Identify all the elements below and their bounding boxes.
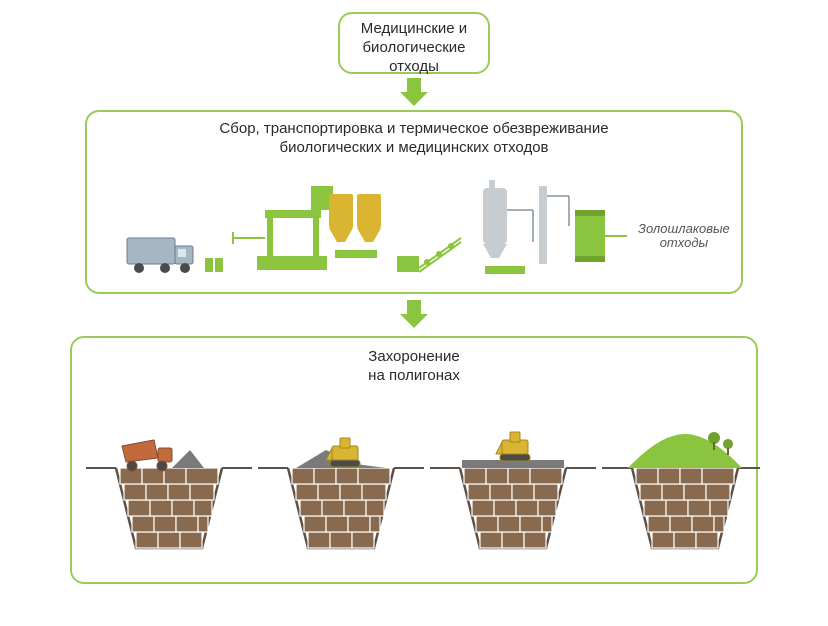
bulldozer-icon	[326, 438, 360, 467]
dumptruck-icon	[122, 440, 172, 471]
stage-1-title: Медицинские и биологические отходы	[340, 20, 488, 76]
landfill-pit-1	[86, 440, 252, 548]
stage-3-title-l1: Захоронение	[368, 348, 459, 365]
stage-2-title-l1: Сбор, транспортировка и термическое обез…	[219, 120, 608, 137]
hopper-gold-icon	[329, 194, 381, 258]
arrow-1-shaft	[407, 78, 421, 92]
arrow-1-head	[400, 92, 428, 106]
scrubber-green-icon	[575, 210, 627, 262]
stage-3-title-l2: на полигонах	[368, 367, 460, 384]
conveyor-green-icon	[397, 238, 461, 272]
silo-gray-icon	[483, 180, 533, 274]
ash-waste-l1: Золошлаковые	[638, 221, 730, 236]
landfill-pit-3	[430, 432, 596, 548]
stage-1-title-l1: Медицинские и	[361, 20, 467, 37]
stage-2-title-l2: биологических и медицинских отходов	[279, 139, 548, 156]
delivery-truck-icon	[127, 238, 193, 273]
stage-2-title: Сбор, транспортировка и термическое обез…	[87, 120, 741, 158]
landfill-pit-4	[602, 432, 760, 548]
arrow-2	[400, 300, 428, 328]
ash-waste-label: Золошлаковые отходы	[638, 222, 730, 251]
ash-waste-l2: отходы	[660, 235, 708, 250]
waste-bins-icon	[205, 258, 223, 272]
landfill-pit-2	[258, 438, 424, 548]
stage-3-title: Захоронение на полигонах	[72, 348, 756, 386]
arrow-2-head	[400, 314, 428, 328]
stage-1-title-l3: отходы	[389, 58, 439, 75]
landfill-illustration	[72, 398, 760, 578]
arrow-1	[400, 78, 428, 106]
stage-2-box: Сбор, транспортировка и термическое обез…	[85, 110, 743, 294]
bulldozer-icon-2	[496, 432, 530, 461]
processing-plant-green-icon	[233, 186, 333, 270]
exhaust-stack-icon	[539, 186, 569, 264]
stage-3-box: Захоронение на полигонах	[70, 336, 758, 584]
stage-1-box: Медицинские и биологические отходы	[338, 12, 490, 74]
processing-illustration	[97, 168, 717, 292]
stage-1-title-l2: биологические	[362, 39, 465, 56]
arrow-2-shaft	[407, 300, 421, 314]
